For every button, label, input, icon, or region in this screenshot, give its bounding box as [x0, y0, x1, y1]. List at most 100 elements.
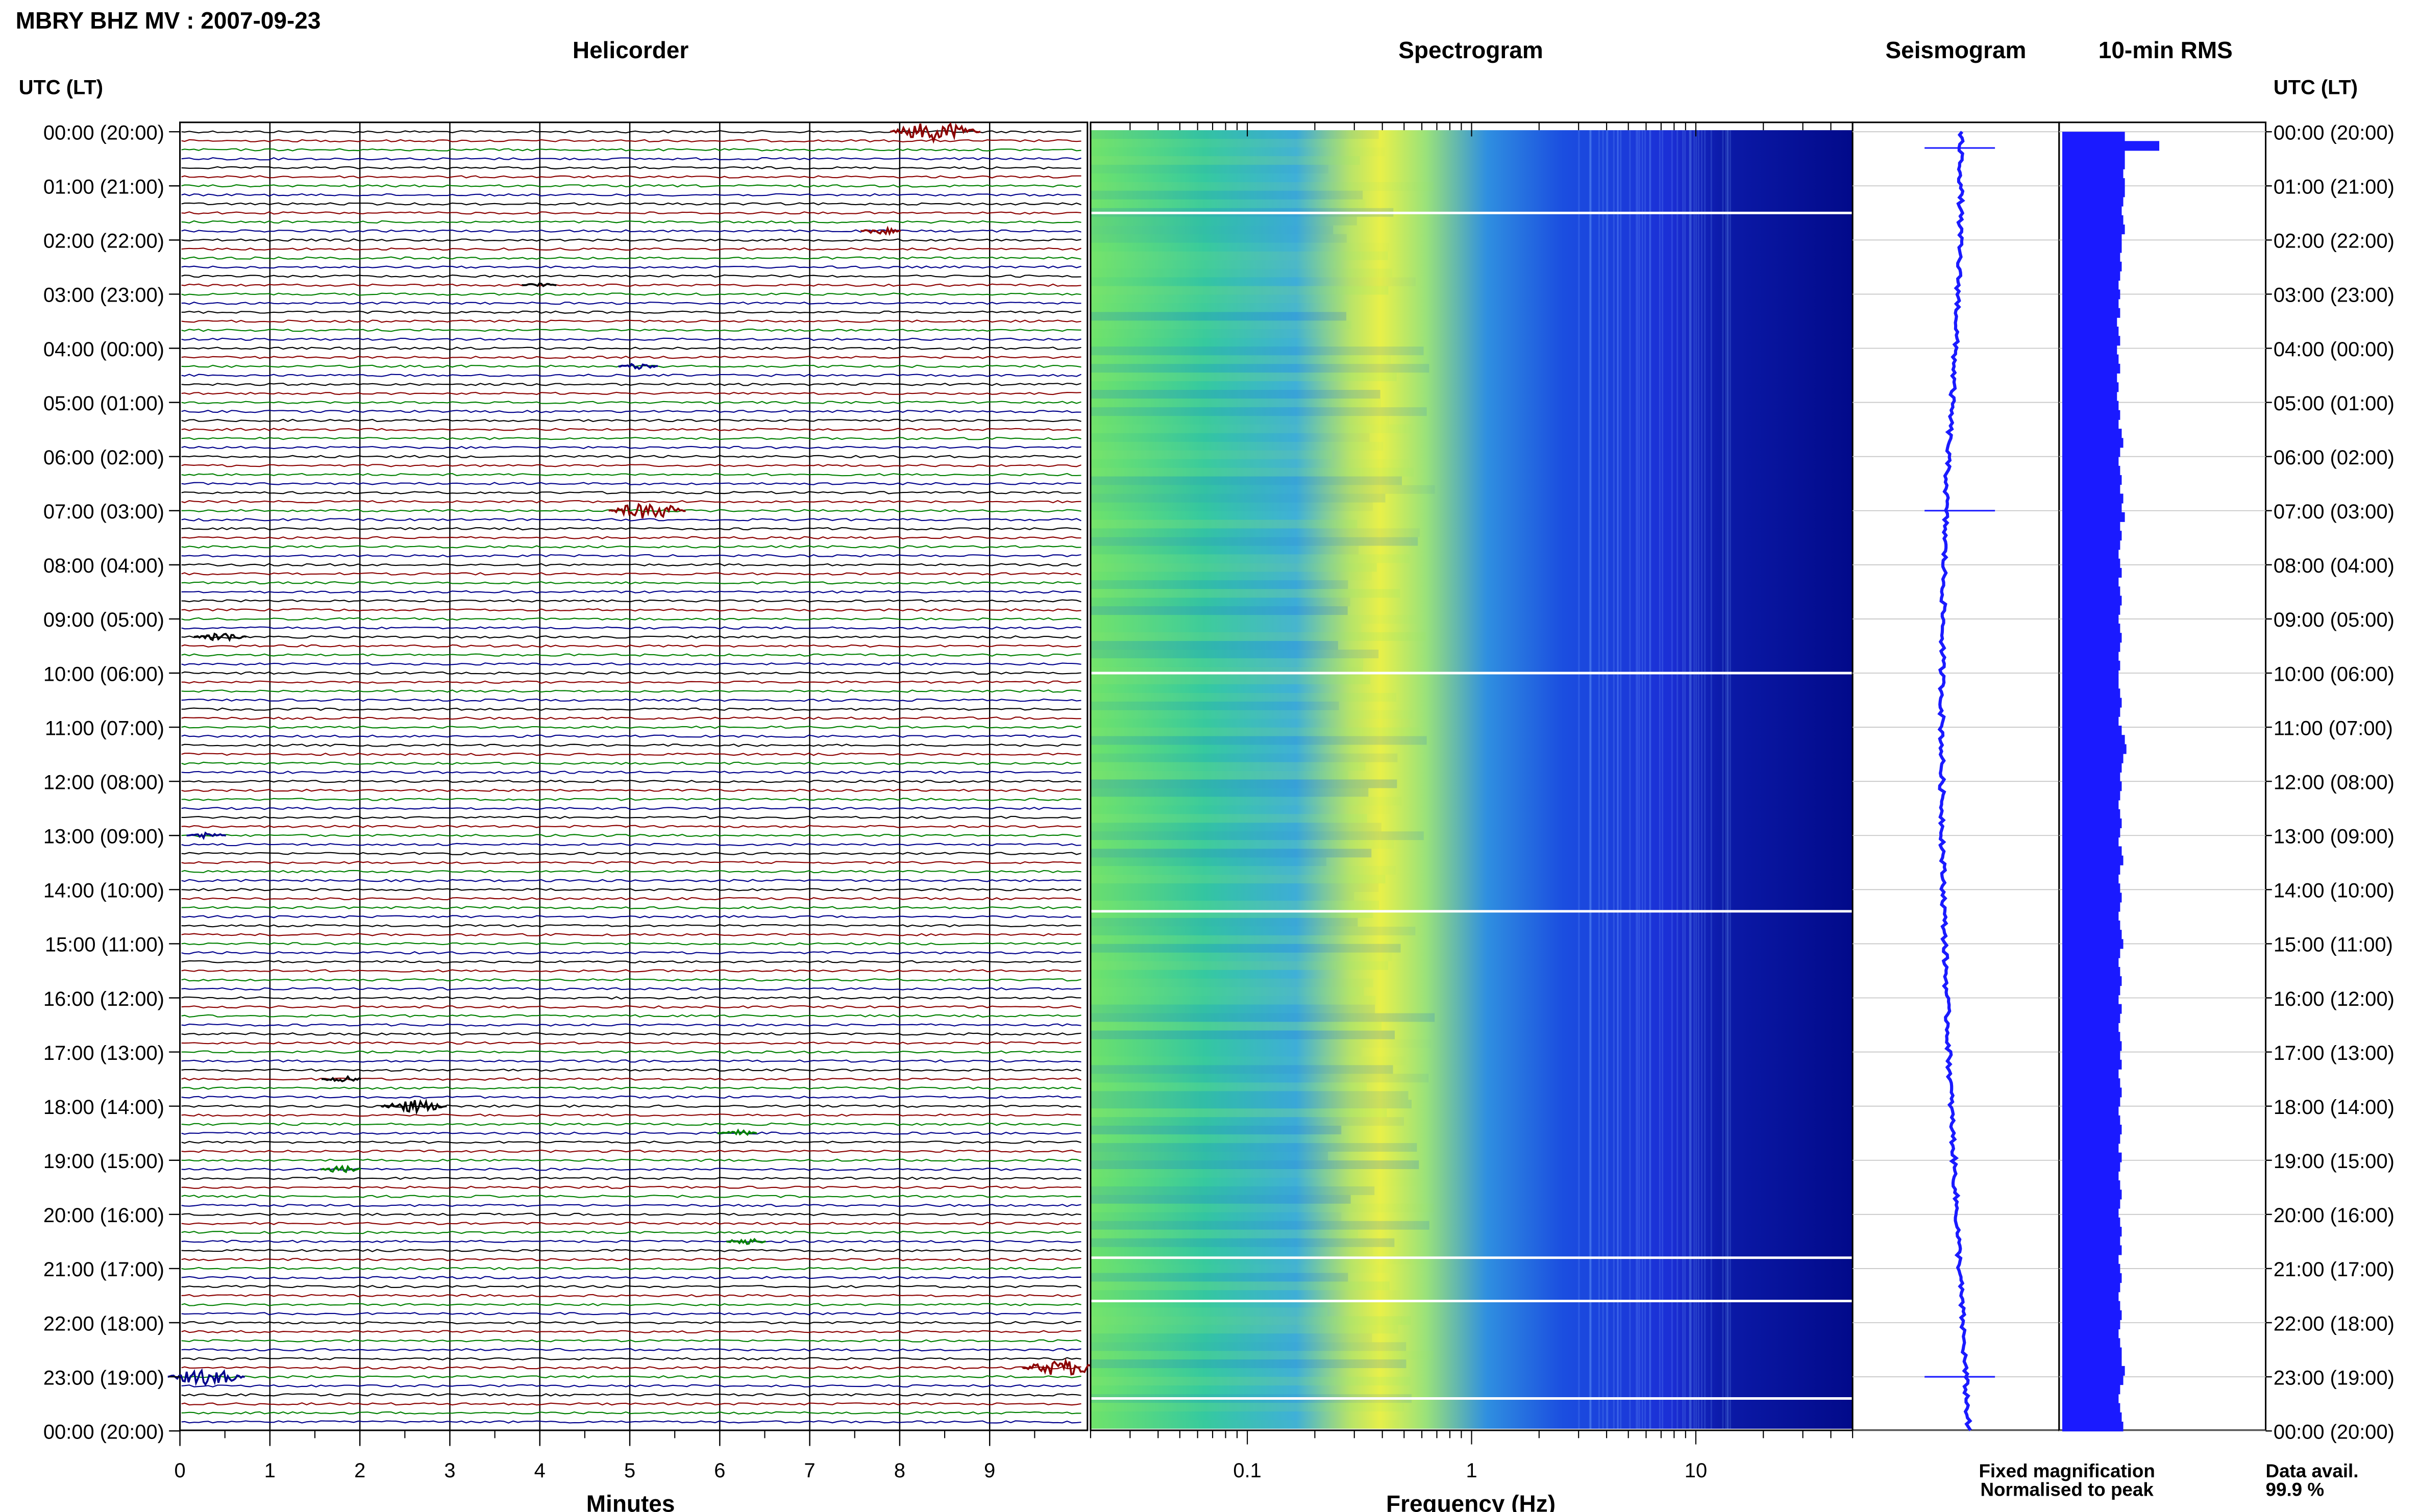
helicorder-trace: [181, 283, 1081, 287]
time-label-right: 12:00 (08:00): [2274, 771, 2395, 794]
helicorder-trace: [181, 870, 1081, 874]
rms-bar: [2062, 1161, 2120, 1172]
rms-title: 10-min RMS: [2099, 37, 2233, 63]
rms-bar: [2062, 1115, 2120, 1125]
freq-tick-label: 1: [1466, 1459, 1477, 1482]
rms-bar: [2062, 837, 2119, 847]
rms-bar: [2062, 976, 2122, 986]
minute-tick-label: 9: [984, 1459, 995, 1482]
minute-tick-label: 0: [175, 1459, 186, 1482]
spectrogram-row: [1090, 190, 1363, 200]
spectrogram-row: [1090, 1125, 1342, 1134]
spectrogram-row: [1090, 1402, 1404, 1411]
rms-bar: [2062, 920, 2120, 931]
time-axis-right: 00:00 (20:00) 01:00 (21:00) 02:00 (22:00) 0…: [2265, 122, 2395, 1443]
helicorder-trace: [181, 852, 1081, 855]
spectrogram-row: [1090, 944, 1401, 953]
spectrogram-stripe: [1617, 130, 1619, 1429]
helicorder-trace: [181, 590, 1081, 594]
rms-bar: [2062, 299, 2119, 309]
helicorder-event: [320, 1164, 361, 1174]
helicorder-trace: [181, 572, 1081, 576]
helicorder-trace: [181, 1357, 1081, 1360]
spectrogram-stripe: [1722, 130, 1724, 1429]
spectrogram-row: [1090, 216, 1357, 226]
helicorder-trace: [181, 1321, 1081, 1325]
rms-bar: [2062, 540, 2120, 550]
helicorder-trace: [181, 130, 1081, 134]
spectrogram-row: [1090, 1186, 1375, 1195]
minutes-axis: 0 1 2 3 4 5 6 7 8 9: [175, 1430, 1035, 1482]
helicorder-trace: [181, 1095, 1081, 1099]
rms-bar: [2062, 911, 2119, 921]
spectrogram-row: [1090, 268, 1393, 278]
spectrogram-row: [1090, 251, 1388, 260]
helicorder-trace: [181, 157, 1081, 161]
helicorder-trace: [181, 337, 1081, 341]
spectrogram-row: [1090, 433, 1370, 442]
helicorder-trace: [181, 716, 1081, 720]
rms-bar: [2062, 1292, 2119, 1302]
rms-bar: [2062, 252, 2120, 262]
spectrogram-row: [1090, 234, 1347, 243]
spectrogram-row: [1090, 1273, 1348, 1282]
helicorder-trace: [181, 491, 1081, 494]
helicorder-trace: [181, 500, 1081, 504]
helicorder-trace: [181, 825, 1081, 828]
helicorder-event: [726, 1237, 766, 1245]
time-label-right: 16:00 (12:00): [2274, 988, 2395, 1010]
helicorder-trace: [181, 788, 1081, 792]
rms-bar: [2062, 168, 2124, 179]
helicorder-trace: [181, 1050, 1081, 1054]
rms-bar: [2062, 132, 2125, 142]
helicorder-trace: [181, 184, 1081, 188]
helicorder-trace: [181, 644, 1081, 648]
helicorder-trace: [181, 428, 1081, 431]
helicorder-trace: [181, 987, 1081, 991]
helicorder-event: [186, 831, 227, 840]
time-label-left: 05:00 (01:00): [43, 392, 164, 415]
rms-bar: [2062, 790, 2120, 801]
helicorder-trace: [181, 1411, 1081, 1415]
spectrogram-stripe: [1697, 130, 1699, 1429]
helicorder-trace: [181, 527, 1081, 531]
rms-bar: [2062, 549, 2119, 559]
legend-normalised-to-peak: Normalised to peak: [1980, 1479, 2154, 1500]
spectrogram-row: [1090, 650, 1379, 658]
spectrogram-row: [1090, 1143, 1417, 1152]
rms-bar: [2062, 577, 2119, 587]
minute-tick-label: 6: [714, 1459, 725, 1482]
spectrogram-row: [1090, 1212, 1342, 1221]
rms-bar: [2062, 1050, 2120, 1060]
helicorder-trace: [181, 401, 1081, 404]
spectrogram-stripe: [1671, 130, 1673, 1429]
rms-bar: [2062, 382, 2119, 392]
spectrogram-row: [1090, 1169, 1330, 1178]
helicorder-trace: [181, 437, 1081, 440]
rms-bar: [2062, 772, 2120, 782]
time-label-right: 11:00 (07:00): [2274, 717, 2393, 739]
helicorder-trace: [181, 1068, 1081, 1072]
spectrogram-row: [1090, 294, 1344, 304]
helicorder-trace: [181, 1285, 1081, 1288]
rms-bar: [2062, 141, 2160, 151]
spectrogram-row: [1090, 537, 1418, 546]
helicorder-event: [608, 503, 686, 519]
minutes-axis-label: Minutes: [586, 1490, 675, 1512]
spectrogram-row: [1090, 1238, 1395, 1247]
helicorder-trace: [181, 1041, 1081, 1045]
spectrogram-stripe: [1607, 130, 1609, 1429]
spectrogram-row: [1090, 260, 1341, 269]
time-label-left: 19:00 (15:00): [43, 1150, 164, 1173]
spectrogram-row: [1090, 138, 1344, 147]
helicorder-event: [193, 632, 247, 642]
spectrogram-row: [1090, 1351, 1434, 1360]
spectrogram-row: [1090, 797, 1402, 806]
spectrogram-row: [1090, 675, 1371, 684]
helicorder-event: [167, 1368, 245, 1386]
time-label-left: 12:00 (08:00): [43, 771, 164, 794]
time-label-right: 21:00 (17:00): [2274, 1258, 2395, 1281]
rms-bar: [2062, 1403, 2120, 1413]
helicorder-trace: [181, 689, 1081, 693]
